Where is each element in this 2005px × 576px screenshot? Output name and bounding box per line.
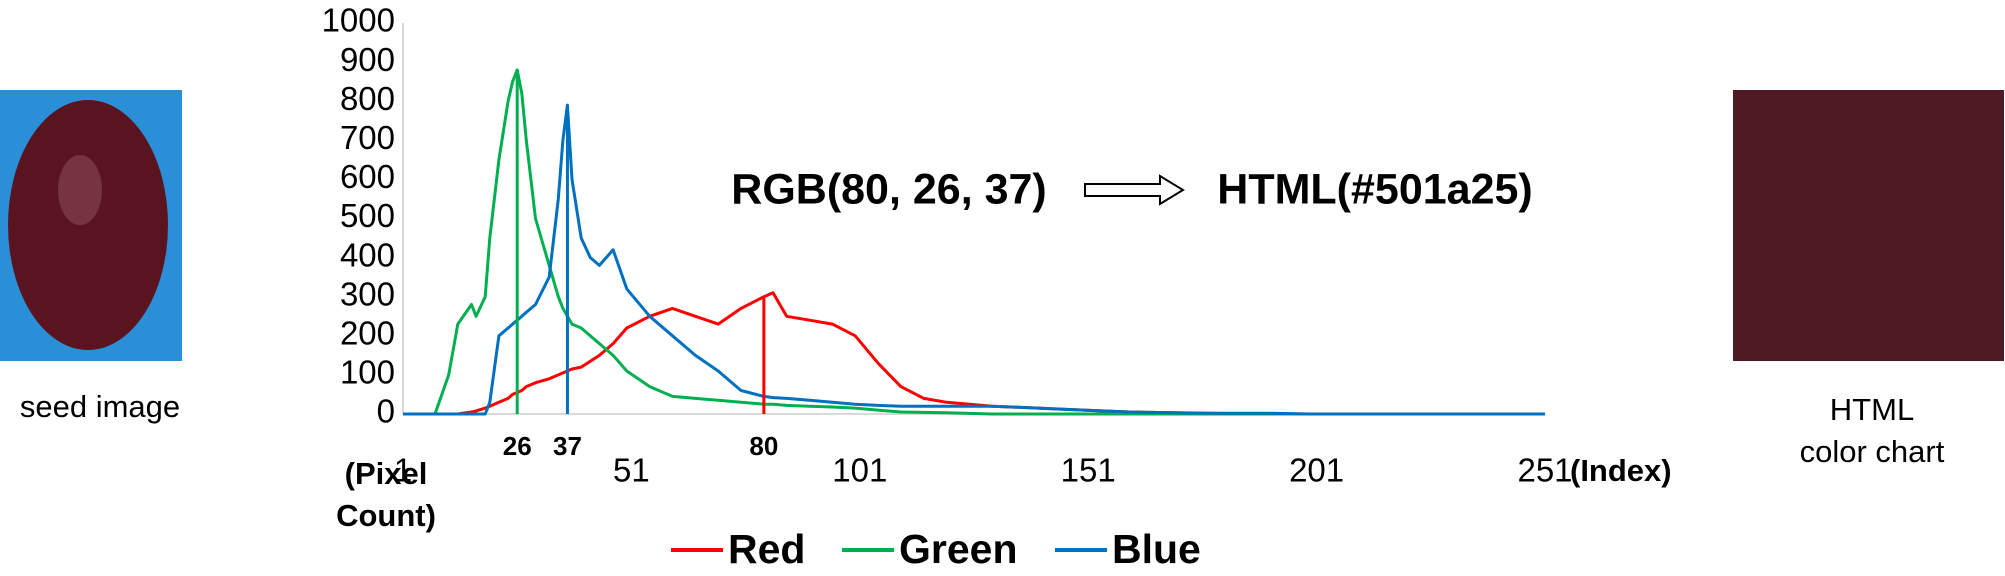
y-axis-label: (Pixel Count) <box>336 456 436 533</box>
seed <box>8 100 168 350</box>
y-tick-label: 0 <box>377 393 395 430</box>
x-tick-label: 51 <box>613 452 650 489</box>
marker-label: 26 <box>503 431 532 461</box>
seed-highlight <box>58 155 102 225</box>
y-tick-label: 1000 <box>322 2 395 39</box>
x-tick-label: 201 <box>1289 452 1344 489</box>
series-line <box>403 103 1545 416</box>
x-tick-label: 251 <box>1517 452 1572 489</box>
series-line <box>403 68 1545 416</box>
x-tick-label: 101 <box>832 452 887 489</box>
y-tick-label: 600 <box>340 158 395 195</box>
color-caption: HTML <box>1830 392 1914 427</box>
legend-label: Blue <box>1112 526 1201 572</box>
legend-label: Red <box>728 526 805 572</box>
y-tick-label: 300 <box>340 275 395 312</box>
y-tick-label: 800 <box>340 80 395 117</box>
y-tick-label: 100 <box>340 354 395 391</box>
color-swatch <box>1733 90 2004 361</box>
marker-label: 37 <box>553 431 582 461</box>
color-caption: color chart <box>1800 434 1945 469</box>
seed-caption: seed image <box>20 389 180 424</box>
annotation: HTML(#501a25) <box>1217 165 1532 213</box>
y-tick-label: 200 <box>340 315 395 352</box>
y-tick-label: 500 <box>340 197 395 234</box>
x-tick-label: 1 <box>394 452 412 489</box>
arrow <box>1084 174 1185 206</box>
legend-label: Green <box>899 526 1018 572</box>
y-tick-label: 400 <box>340 236 395 273</box>
annotation: RGB(80, 26, 37) <box>731 165 1046 213</box>
marker-label: 80 <box>749 431 778 461</box>
y-tick-label: 700 <box>340 119 395 156</box>
y-tick-label: 900 <box>340 41 395 78</box>
series-line <box>403 291 1545 416</box>
x-tick-label: 151 <box>1061 452 1116 489</box>
x-axis-label: (Index) <box>1570 453 1672 488</box>
seed-image <box>0 90 182 361</box>
